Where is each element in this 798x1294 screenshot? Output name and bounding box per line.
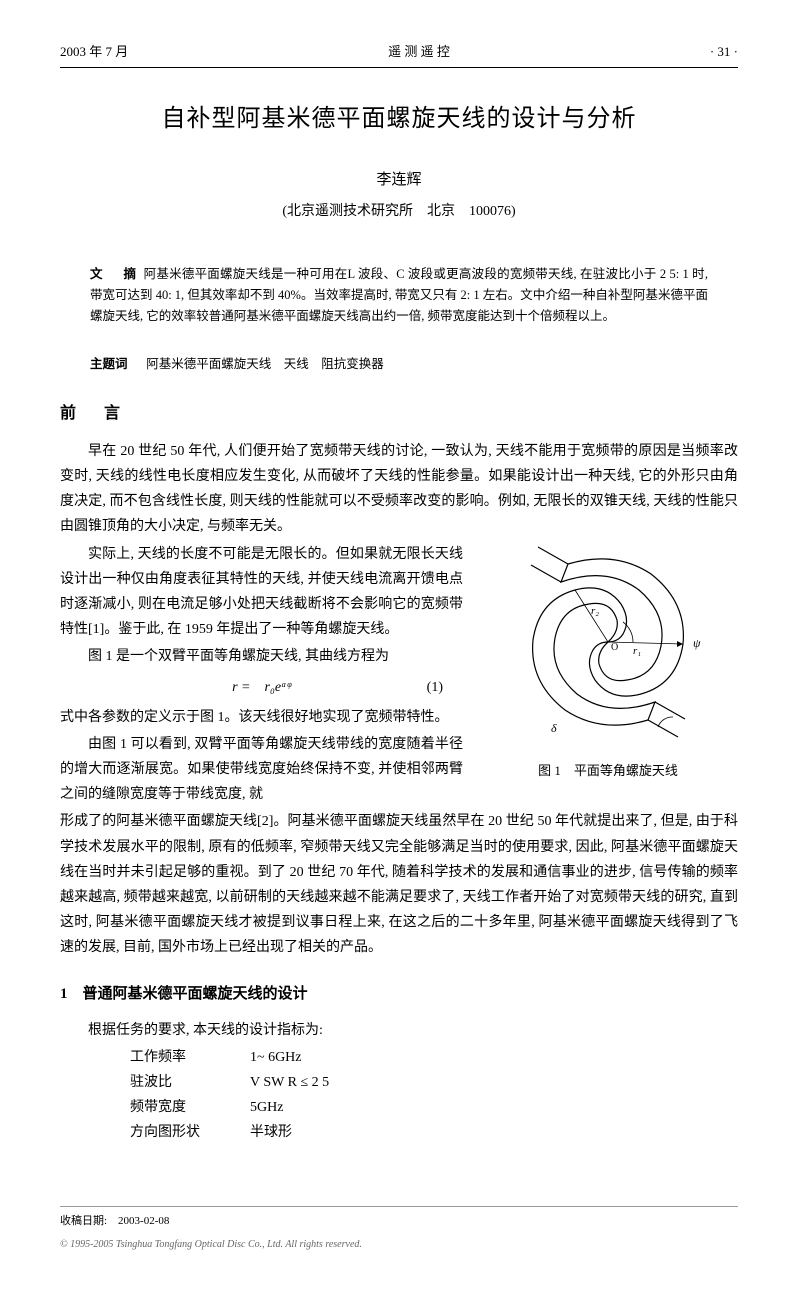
fig-label-origin: O: [611, 642, 618, 653]
abstract-block: 文 摘 阿基米德平面螺旋天线是一种可用在L 波段、C 波段或更高波段的宽频带天线…: [90, 264, 708, 328]
equation-1-expr: r = r₀eᵃᵠ: [232, 680, 291, 695]
abstract-label: 文 摘: [90, 267, 140, 281]
header-journal: 遥 测 遥 控: [388, 40, 450, 63]
spec-label: 工作频率: [130, 1045, 250, 1070]
spec-value: 5GHz: [250, 1095, 283, 1120]
fig-label-r1: r₁: [633, 645, 641, 657]
spec-value: 半球形: [250, 1120, 292, 1145]
copyright-notice: © 1995-2005 Tsinghua Tongfang Optical Di…: [60, 1236, 738, 1254]
spec-label: 驻波比: [130, 1070, 250, 1095]
keywords-label: 主题词: [90, 357, 128, 371]
section-1-heading: 1 普通阿基米德平面螺旋天线的设计: [60, 981, 738, 1008]
design-specs: 工作频率 1~ 6GHz 驻波比 V SW R ≤ 2 5 频带宽度 5GHz …: [130, 1045, 738, 1146]
header-date: 2003 年 7 月: [60, 40, 128, 63]
spec-row: 工作频率 1~ 6GHz: [130, 1045, 738, 1070]
page-header: 2003 年 7 月 遥 测 遥 控 · 31 ·: [60, 40, 738, 68]
preface-p4: 式中各参数的定义示于图 1。该天线很好地实现了宽频带特性。: [60, 705, 463, 730]
preface-p1: 早在 20 世纪 50 年代, 人们便开始了宽频带天线的讨论, 一致认为, 天线…: [60, 439, 738, 540]
equation-1-num: (1): [427, 675, 443, 700]
preface-p2: 实际上, 天线的长度不可能是无限长的。但如果就无限长天线设计出一种仅由角度表征其…: [60, 542, 463, 643]
fig-label-delta: δ: [551, 721, 557, 735]
spec-value: V SW R ≤ 2 5: [250, 1070, 329, 1095]
section-1-p1: 根据任务的要求, 本天线的设计指标为:: [60, 1018, 738, 1043]
author-name: 李连辉: [60, 167, 738, 194]
preface-heading: 前 言: [60, 400, 738, 429]
spec-row: 驻波比 V SW R ≤ 2 5: [130, 1070, 738, 1095]
paper-title: 自补型阿基米德平面螺旋天线的设计与分析: [60, 98, 738, 141]
fig-label-r2: r₂: [591, 605, 599, 617]
author-affiliation: (北京遥测技术研究所 北京 100076): [60, 199, 738, 224]
spec-label: 频带宽度: [130, 1095, 250, 1120]
preface-p5: 由图 1 可以看到, 双臂平面等角螺旋天线带线的宽度随着半径的增大而逐渐展宽。如…: [60, 732, 463, 808]
page-footer: 收稿日期: 2003-02-08 © 1995-2005 Tsinghua To…: [60, 1206, 738, 1255]
figure-1-caption: 图 1 平面等角螺旋天线: [478, 759, 738, 782]
text-figure-wrap: 实际上, 天线的长度不可能是无限长的。但如果就无限长天线设计出一种仅由角度表征其…: [60, 542, 738, 810]
keywords-text: 阿基米德平面螺旋天线 天线 阻抗变换器: [146, 357, 384, 371]
header-page: · 31 ·: [710, 40, 738, 63]
preface-p3: 图 1 是一个双臂平面等角螺旋天线, 其曲线方程为: [60, 644, 463, 669]
spec-row: 方向图形状 半球形: [130, 1120, 738, 1145]
fig-label-psi: ψ: [693, 636, 701, 650]
spec-row: 频带宽度 5GHz: [130, 1095, 738, 1120]
spec-value: 1~ 6GHz: [250, 1045, 302, 1070]
preface-p6: 形成了的阿基米德平面螺旋天线[2]。阿基米德平面螺旋天线虽然早在 20 世纪 5…: [60, 809, 738, 960]
spec-label: 方向图形状: [130, 1120, 250, 1145]
abstract-text: 阿基米德平面螺旋天线是一种可用在L 波段、C 波段或更高波段的宽频带天线, 在驻…: [90, 267, 708, 324]
spiral-antenna-diagram: O r₂ r₁ ψ δ: [483, 542, 733, 742]
received-date: 收稿日期: 2003-02-08: [60, 1212, 738, 1232]
keywords-block: 主题词 阿基米德平面螺旋天线 天线 阻抗变换器: [90, 353, 708, 376]
figure-1: O r₂ r₁ ψ δ 图 1 平面等角螺旋天线: [478, 542, 738, 783]
equation-1: r = r₀eᵃᵠ (1): [60, 675, 463, 700]
